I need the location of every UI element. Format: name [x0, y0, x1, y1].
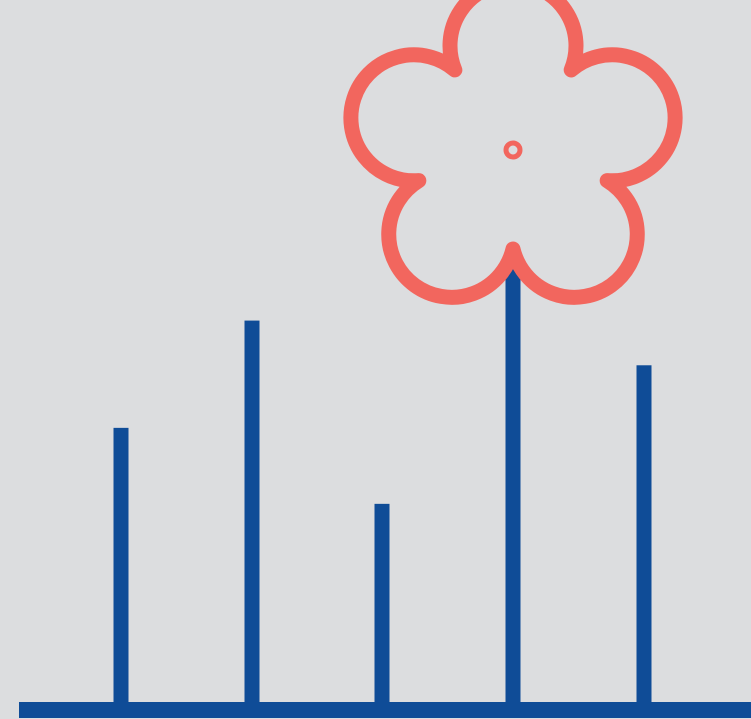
stem-3: [374, 503, 390, 705]
stem-1: [113, 427, 129, 705]
stem-4: [505, 258, 521, 705]
stem-2: [244, 320, 260, 705]
flower-outline-icon: [343, 0, 683, 305]
flower-petals-outline: [343, 0, 683, 305]
stem-5: [636, 365, 652, 705]
flower-center-icon: [503, 140, 523, 160]
baseline-bar: [19, 702, 751, 718]
stems-group: [113, 258, 652, 705]
